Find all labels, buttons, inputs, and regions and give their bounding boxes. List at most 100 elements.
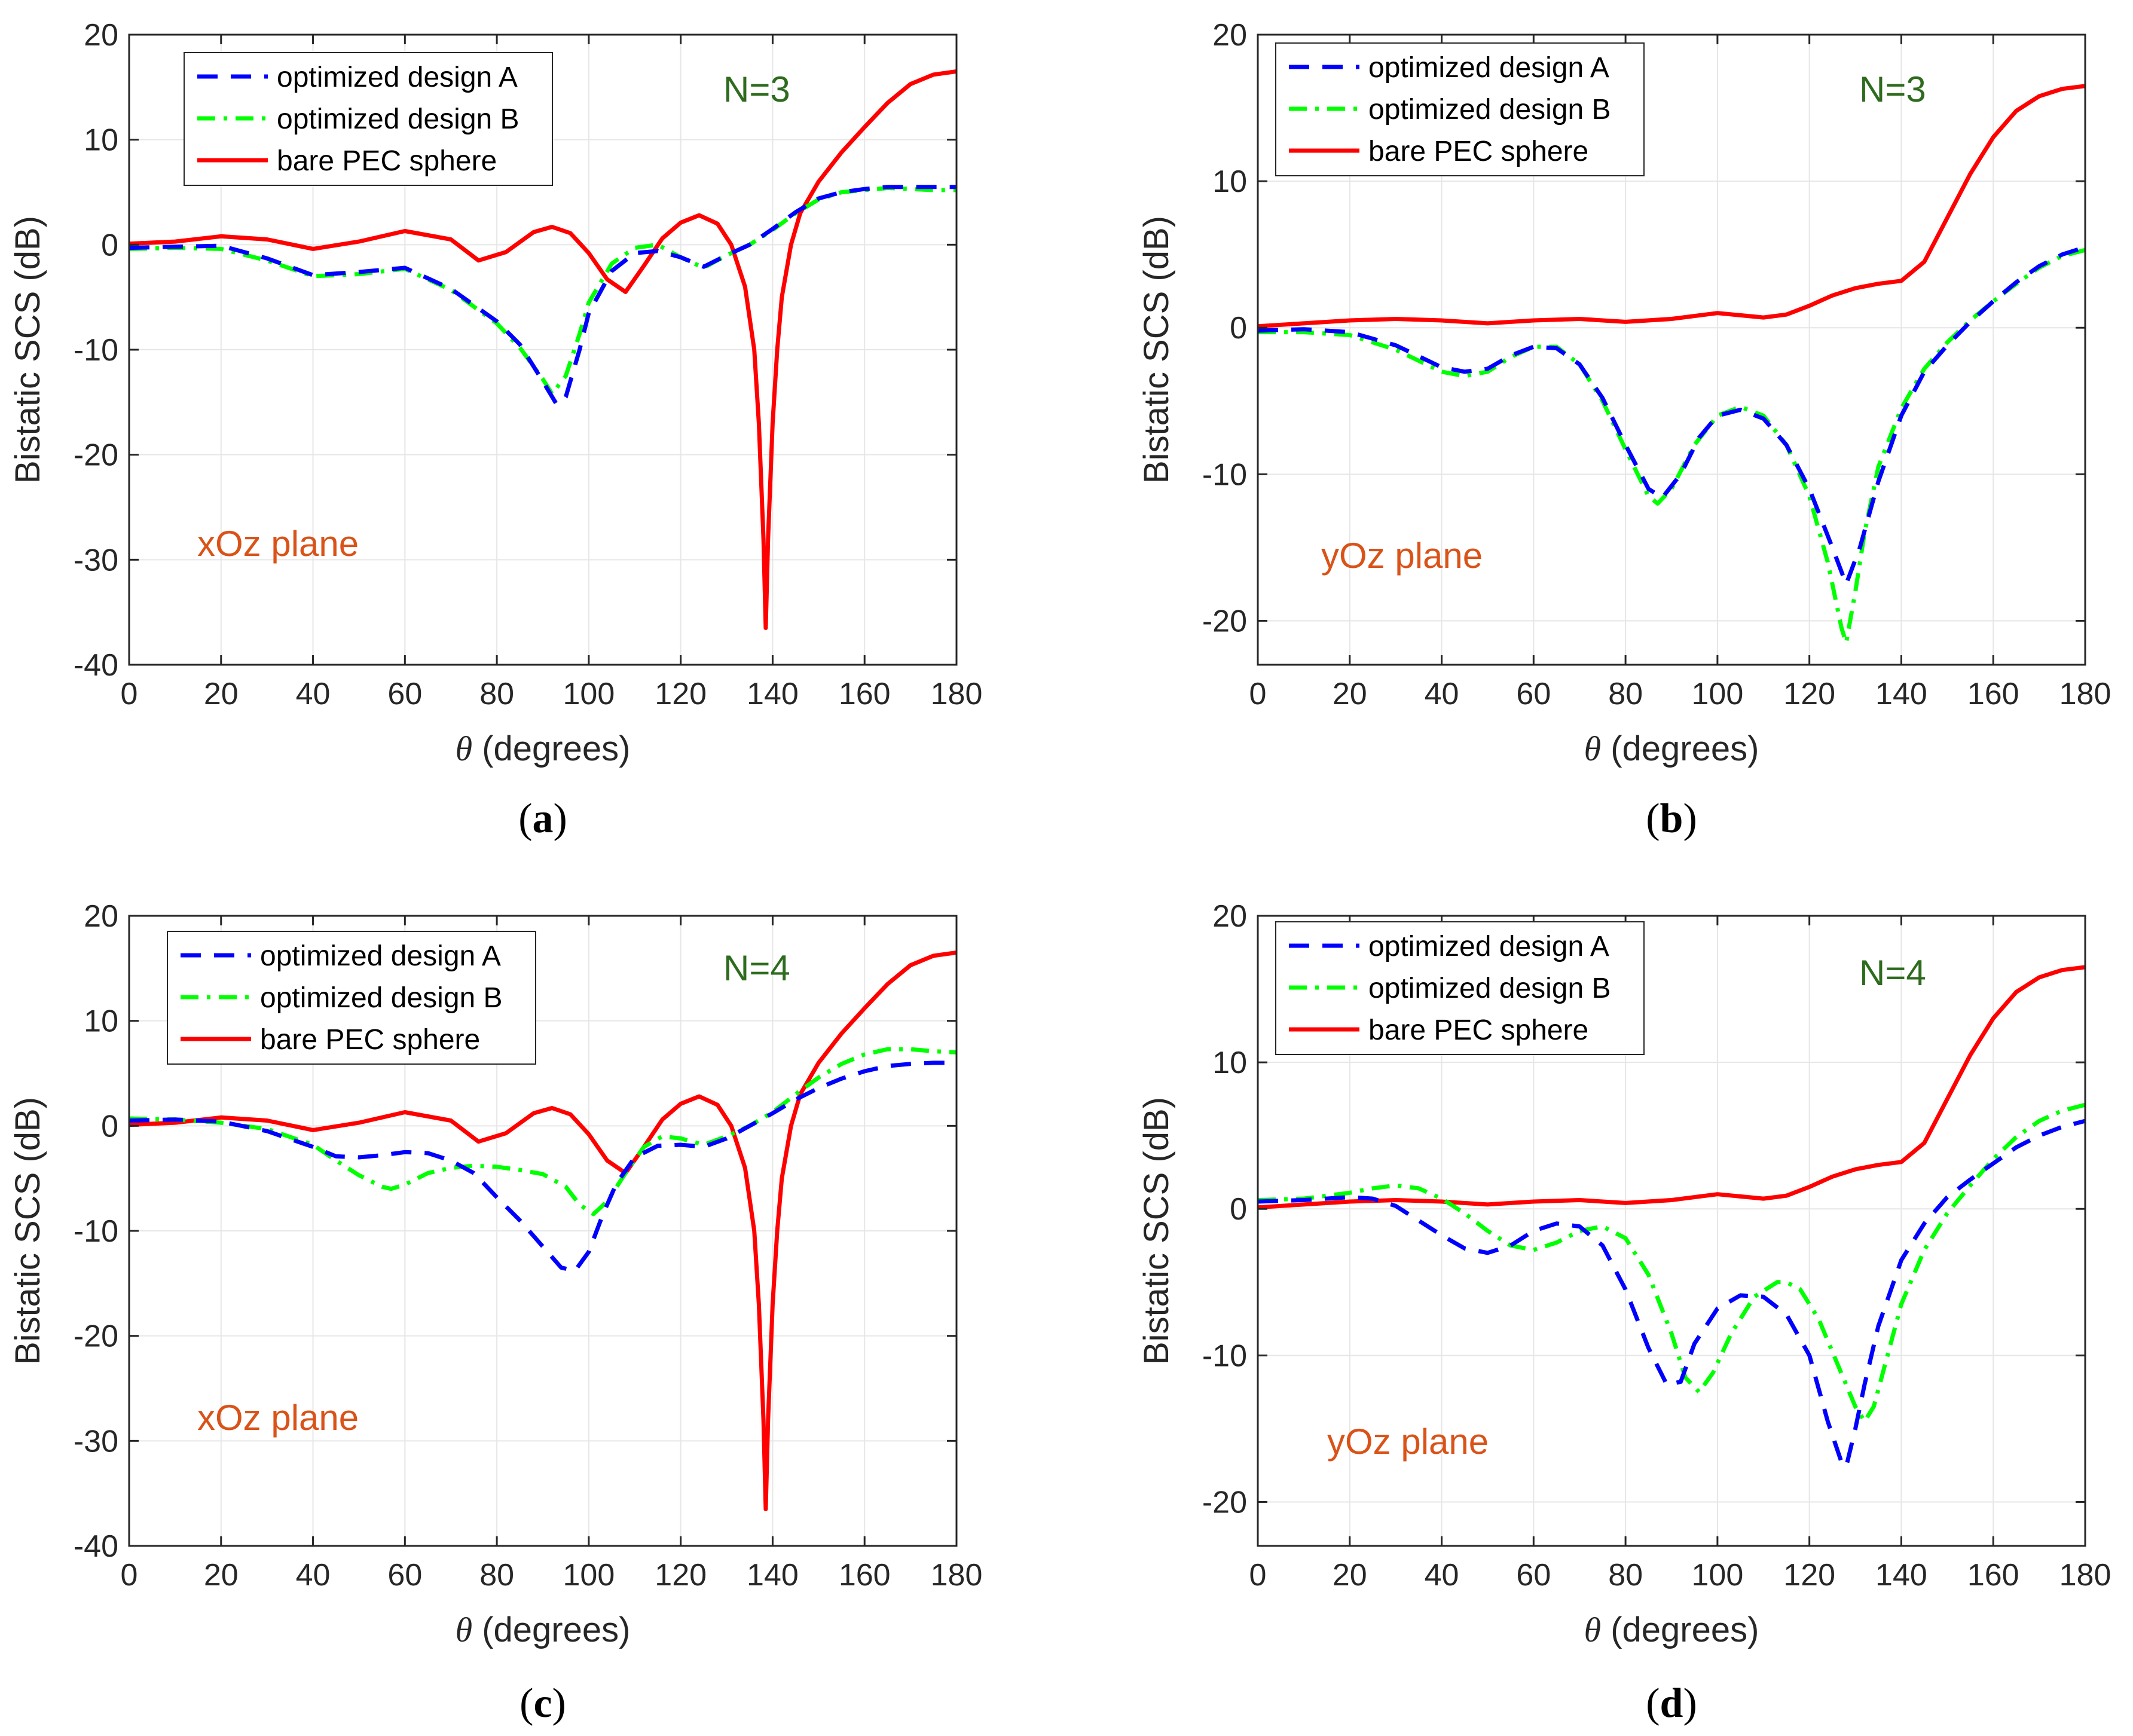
x-tick-label: 180 bbox=[2059, 1558, 2111, 1593]
panel-caption: (d) bbox=[1646, 1680, 1697, 1726]
caption-letter: a bbox=[533, 796, 554, 842]
y-tick-label: -30 bbox=[74, 1424, 118, 1459]
x-tick-label: 80 bbox=[479, 1558, 514, 1593]
chart-panel-c: 0 20 40 60 80 100 120 140 160 180 -40 -30 -20 -10 0 10 2… bbox=[8, 899, 982, 1726]
x-tick-label: 60 bbox=[387, 1558, 422, 1593]
y-tick-label: 20 bbox=[1212, 899, 1247, 934]
series-line-dashdot bbox=[129, 1047, 957, 1217]
x-axis-symbol: θ bbox=[456, 1610, 473, 1649]
x-axis-label: θ (degrees) bbox=[1584, 1610, 1759, 1649]
caption-close: ) bbox=[554, 796, 567, 842]
x-axis-text: (degrees) bbox=[1601, 729, 1759, 768]
y-axis-label: Bistatic SCS (dB) bbox=[1137, 216, 1176, 484]
x-tick-label: 0 bbox=[1249, 1558, 1267, 1593]
caption-open: ( bbox=[1646, 796, 1660, 842]
plane-label: yOz plane bbox=[1321, 536, 1483, 576]
y-tick-label: 10 bbox=[1212, 1046, 1247, 1080]
x-axis-label: θ (degrees) bbox=[456, 729, 631, 768]
y-tick-label: -40 bbox=[74, 1529, 118, 1564]
legend-label: bare PEC sphere bbox=[260, 1024, 480, 1056]
y-tick-label: -20 bbox=[74, 438, 118, 473]
x-tick-label: 100 bbox=[1692, 1558, 1744, 1593]
series-line-dashed bbox=[129, 185, 957, 407]
y-tick-label: 10 bbox=[1212, 164, 1247, 199]
legend-label: bare PEC sphere bbox=[1368, 1014, 1588, 1046]
chart-panel-d: 0 20 40 60 80 100 120 140 160 180 -20 -10 0 10 20 θ (de… bbox=[1137, 899, 2111, 1726]
legend-label: optimized design A bbox=[277, 62, 518, 93]
x-tick-label: 0 bbox=[1249, 677, 1267, 711]
caption-open: ( bbox=[518, 796, 532, 842]
y-tick-label: -20 bbox=[74, 1319, 118, 1354]
x-axis-label: θ (degrees) bbox=[456, 1610, 631, 1649]
x-tick-label: 120 bbox=[655, 677, 707, 711]
legend-label: optimized design B bbox=[1368, 973, 1611, 1004]
y-tick-label: -30 bbox=[74, 543, 118, 577]
x-tick-label: 80 bbox=[479, 677, 514, 711]
series-line-dashed bbox=[129, 1060, 957, 1273]
x-tick-label: 160 bbox=[839, 1558, 891, 1593]
legend: optimized design A optimized design B bare… bbox=[1275, 42, 1645, 176]
legend: optimized design A optimized design B bare… bbox=[184, 52, 553, 186]
x-tick-label: 160 bbox=[1967, 677, 2019, 711]
chart-panel-b: 0 20 40 60 80 100 120 140 160 180 -20 -10 0 10 20 θ (de… bbox=[1137, 18, 2111, 842]
x-tick-label: 40 bbox=[296, 1558, 331, 1593]
x-axis-symbol: θ bbox=[456, 729, 473, 768]
x-tick-label: 40 bbox=[296, 677, 331, 711]
legend-label: bare PEC sphere bbox=[1368, 136, 1588, 167]
y-tick-label: 0 bbox=[101, 228, 118, 262]
x-tick-label: 160 bbox=[839, 677, 891, 711]
x-tick-label: 100 bbox=[1692, 677, 1744, 711]
x-tick-label: 0 bbox=[121, 1558, 138, 1593]
x-tick-label: 160 bbox=[1967, 1558, 2019, 1593]
y-tick-label: 20 bbox=[84, 18, 118, 53]
x-tick-label: 140 bbox=[1875, 1558, 1927, 1593]
x-tick-label: 100 bbox=[563, 677, 615, 711]
series-line-dashed bbox=[1258, 1118, 2085, 1469]
x-tick-label: 20 bbox=[1333, 677, 1367, 711]
x-tick-label: 0 bbox=[121, 677, 138, 711]
chart-panel-a: 0 20 40 60 80 100 120 140 160 180 -40 -30 -20 -10 0 10 2… bbox=[8, 18, 982, 842]
y-tick-label: 20 bbox=[1212, 18, 1247, 53]
legend-label: optimized design A bbox=[260, 940, 501, 972]
y-tick-label: 0 bbox=[1230, 311, 1247, 346]
x-tick-label: 60 bbox=[1516, 1558, 1551, 1593]
x-axis-symbol: θ bbox=[1584, 729, 1602, 768]
series-line-dashdot bbox=[1258, 1102, 2085, 1424]
panel-caption: (a) bbox=[518, 796, 567, 842]
n-label: N=3 bbox=[723, 69, 790, 109]
x-tick-label: 80 bbox=[1608, 677, 1643, 711]
x-tick-label: 40 bbox=[1425, 677, 1459, 711]
n-label: N=3 bbox=[1859, 69, 1926, 109]
x-axis-text: (degrees) bbox=[1601, 1610, 1759, 1649]
series-line-solid bbox=[129, 69, 957, 630]
caption-letter: b bbox=[1660, 796, 1683, 842]
x-tick-label: 20 bbox=[204, 1558, 239, 1593]
y-tick-label: -20 bbox=[1202, 604, 1247, 638]
y-tick-label: 10 bbox=[84, 123, 118, 158]
legend-label: optimized design B bbox=[260, 982, 503, 1014]
n-label: N=4 bbox=[723, 948, 790, 988]
x-tick-label: 120 bbox=[655, 1558, 707, 1593]
panel-caption: (c) bbox=[520, 1680, 566, 1726]
y-tick-label: -10 bbox=[74, 333, 118, 368]
y-tick-label: -10 bbox=[1202, 1338, 1247, 1373]
legend-label: bare PEC sphere bbox=[277, 145, 497, 177]
axes-box bbox=[1257, 33, 2086, 666]
x-axis-label: θ (degrees) bbox=[1584, 729, 1759, 768]
y-tick-label: -40 bbox=[74, 648, 118, 683]
caption-open: ( bbox=[520, 1680, 533, 1726]
series-line-solid bbox=[129, 950, 957, 1511]
caption-close: ) bbox=[1683, 1680, 1697, 1726]
y-tick-label: 10 bbox=[84, 1004, 118, 1039]
y-axis-label: Bistatic SCS (dB) bbox=[1137, 1097, 1176, 1365]
x-tick-label: 100 bbox=[563, 1558, 615, 1593]
x-tick-label: 180 bbox=[931, 1558, 983, 1593]
caption-close: ) bbox=[1683, 796, 1697, 842]
legend-label: optimized design A bbox=[1368, 931, 1609, 962]
x-tick-label: 140 bbox=[747, 677, 799, 711]
caption-letter: c bbox=[533, 1680, 552, 1726]
x-tick-label: 180 bbox=[2059, 677, 2111, 711]
x-tick-label: 180 bbox=[931, 677, 983, 711]
x-tick-label: 20 bbox=[204, 677, 239, 711]
